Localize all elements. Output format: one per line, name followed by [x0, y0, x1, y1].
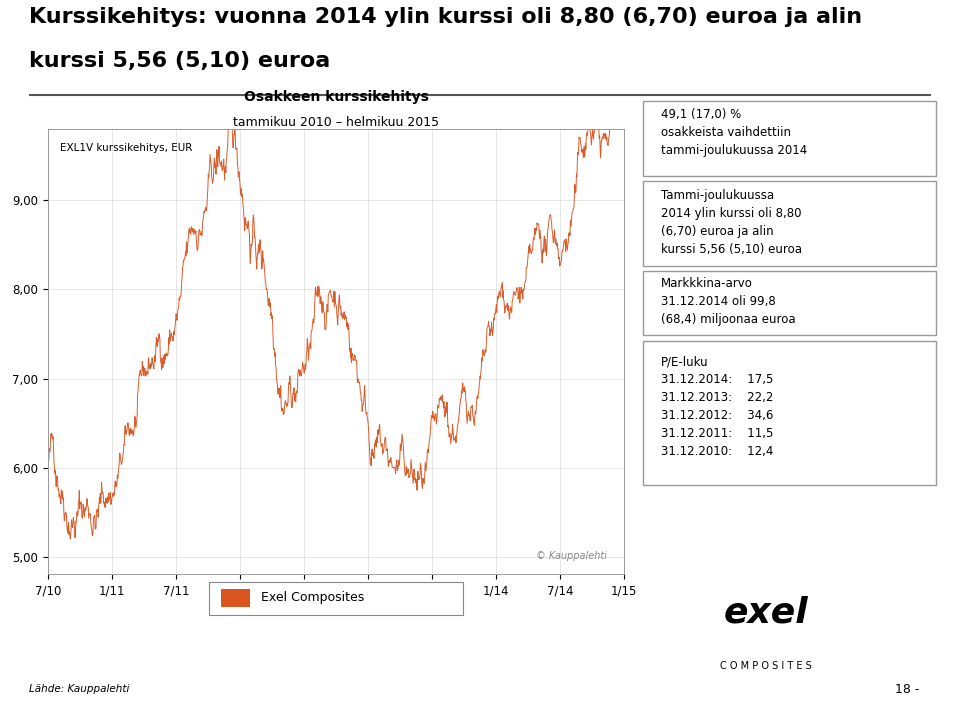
Bar [209, 582, 463, 615]
Text: © Kauppalehti: © Kauppalehti [536, 551, 607, 561]
Text: 18 -: 18 - [895, 683, 920, 696]
Text: C O M P O S I T E S: C O M P O S I T E S [720, 661, 812, 671]
FancyBboxPatch shape [643, 181, 936, 266]
Text: Exel Composites: Exel Composites [261, 590, 365, 604]
Text: kurssi 5,56 (5,10) euroa: kurssi 5,56 (5,10) euroa [29, 50, 330, 70]
Text: Lähde: Kauppalehti: Lähde: Kauppalehti [29, 684, 130, 694]
Text: tammikuu 2010 – helmikuu 2015: tammikuu 2010 – helmikuu 2015 [233, 116, 439, 129]
Text: Markkkina-arvo
31.12.2014 oli 99,8
(68,4) miljoonaa euroa: Markkkina-arvo 31.12.2014 oli 99,8 (68,4… [660, 277, 796, 326]
Text: Tammi-joulukuussa
2014 ylin kurssi oli 8,80
(6,70) euroa ja alin
kurssi 5,56 (5,: Tammi-joulukuussa 2014 ylin kurssi oli 8… [660, 190, 802, 256]
FancyBboxPatch shape [643, 101, 936, 176]
Text: Osakkeen kurssikehitys: Osakkeen kurssikehitys [244, 90, 428, 104]
Text: Kurssikehitys: vuonna 2014 ylin kurssi oli 8,80 (6,70) euroa ja alin: Kurssikehitys: vuonna 2014 ylin kurssi o… [29, 7, 862, 27]
Text: exel: exel [724, 595, 808, 629]
Text: 49,1 (17,0) %
osakkeista vaihdettiin
tammi-joulukuussa 2014: 49,1 (17,0) % osakkeista vaihdettiin tam… [660, 108, 807, 157]
Text: EXL1V kurssikehitys, EUR: EXL1V kurssikehitys, EUR [60, 143, 192, 153]
FancyBboxPatch shape [643, 341, 936, 485]
Text: P/E-luku
31.12.2014:    17,5
31.12.2013:    22,2
31.12.2012:    34,6
31.12.2011:: P/E-luku 31.12.2014: 17,5 31.12.2013: 22… [660, 355, 773, 458]
FancyBboxPatch shape [643, 271, 936, 335]
Bar [221, 589, 250, 607]
